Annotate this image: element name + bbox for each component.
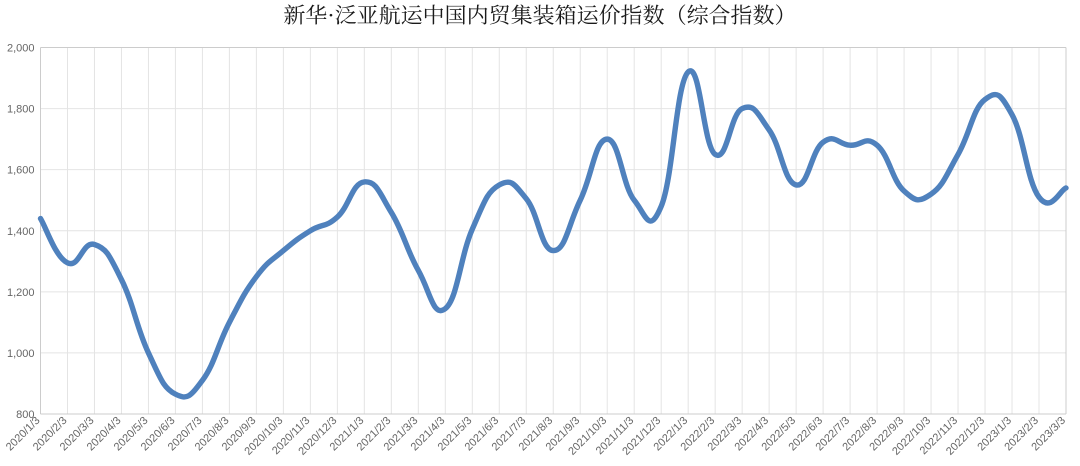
svg-text:2,000: 2,000 [7,43,35,55]
svg-text:1,000: 1,000 [7,348,35,360]
svg-text:1,800: 1,800 [7,104,35,116]
svg-text:1,200: 1,200 [7,287,35,299]
svg-text:1,400: 1,400 [7,226,35,238]
svg-text:1,600: 1,600 [7,165,35,177]
